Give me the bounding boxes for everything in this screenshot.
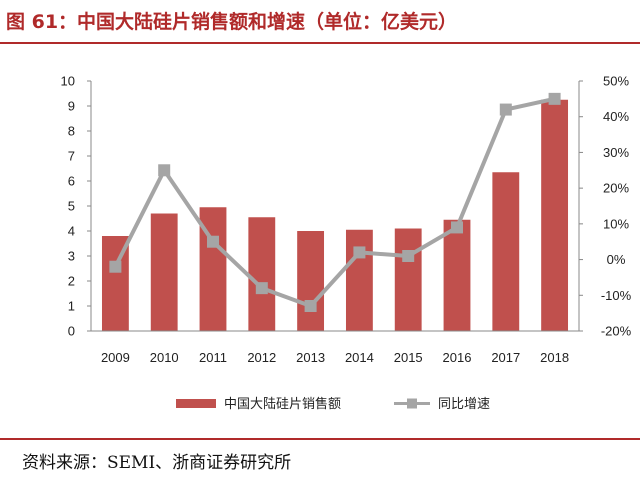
legend-bar-swatch: [176, 399, 216, 408]
x-tick-label: 2015: [394, 350, 423, 365]
y-tick-label: 2: [68, 274, 75, 289]
y2-tick-label: 20%: [603, 181, 629, 196]
y-axis-ticks: 0 1 2 3 4 5 6 7 8 9 10: [61, 74, 91, 339]
bar: [394, 228, 422, 331]
y-tick-label: 10: [61, 74, 75, 89]
y-tick-label: 0: [68, 324, 75, 339]
legend: 中国大陆硅片销售额 同比增速: [176, 396, 490, 412]
x-tick-label: 2009: [101, 350, 130, 365]
x-tick-label: 2011: [199, 350, 227, 365]
line-point: [304, 300, 317, 312]
y-tick-label: 5: [68, 199, 75, 214]
line-point: [255, 282, 268, 295]
bar-series: [101, 99, 569, 331]
legend-bar-label: 中国大陆硅片销售额: [224, 396, 341, 412]
bar: [248, 217, 276, 331]
line-point: [353, 246, 366, 259]
y-tick-label: 9: [68, 99, 75, 114]
y-tick-label: 7: [68, 149, 75, 164]
title-rule: [0, 42, 640, 44]
axis-lines: [90, 81, 580, 332]
bar: [150, 213, 178, 331]
bar: [297, 231, 325, 331]
x-tick-label: 2013: [296, 350, 325, 365]
x-tick-label: 2012: [247, 350, 276, 365]
y-tick-label: 6: [68, 174, 75, 189]
bar: [443, 219, 471, 331]
y2-axis-ticks: -20% -10% 0% 10% 20% 30% 40% 50%: [579, 74, 632, 339]
bar: [541, 99, 569, 331]
source-note: 资料来源：SEMI、浙商证券研究所: [22, 453, 292, 473]
line-point: [499, 103, 512, 116]
line-point: [548, 92, 561, 105]
y2-tick-label: 0%: [607, 252, 626, 267]
line-point: [109, 260, 122, 273]
x-tick-label: 2017: [491, 350, 520, 365]
line-point: [451, 221, 463, 234]
x-tick-label: 2010: [150, 350, 179, 365]
growth-line: [113, 96, 556, 308]
line-point: [402, 250, 415, 262]
legend-line-label: 同比增速: [438, 397, 490, 412]
y-tick-label: 1: [68, 299, 75, 314]
x-tick-label: 2016: [443, 350, 472, 365]
y2-tick-label: 10%: [603, 216, 629, 231]
y2-tick-label: -20%: [601, 324, 632, 339]
chart: 0 1 2 3 4 5 6 7 8 9 10 -20% -10% 0% 10% 20% 30% 40% 50% 2…: [61, 74, 632, 413]
legend-line-marker: [407, 398, 417, 409]
x-tick-label: 2014: [345, 350, 374, 365]
y-tick-label: 4: [68, 224, 75, 239]
y2-tick-label: -10%: [601, 288, 632, 303]
line-point: [158, 164, 171, 177]
bar: [345, 229, 373, 331]
source-rule: [0, 438, 640, 440]
line-point: [207, 235, 219, 248]
bar: [492, 172, 520, 331]
y2-tick-label: 40%: [603, 109, 629, 124]
y2-tick-label: 30%: [603, 145, 629, 160]
line-series: [109, 92, 561, 312]
x-axis-ticks: 2009 2010 2011 2012 2013 2014 2015 2016 2017 2018: [101, 350, 569, 365]
x-tick-label: 2018: [540, 350, 569, 365]
y-tick-label: 8: [68, 124, 75, 139]
y2-tick-label: 50%: [603, 74, 629, 89]
y-tick-label: 3: [68, 249, 75, 264]
figure-title: 图 61：中国大陆硅片销售额和增速（单位：亿美元）: [6, 11, 458, 33]
